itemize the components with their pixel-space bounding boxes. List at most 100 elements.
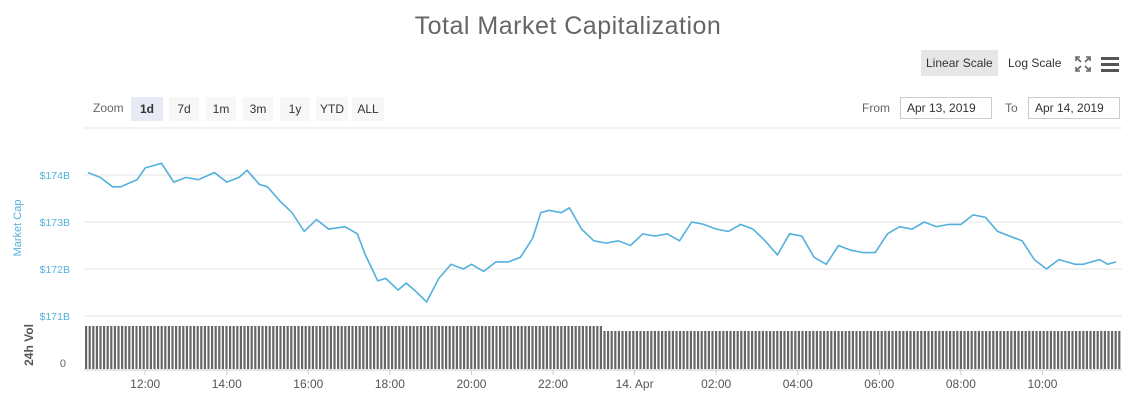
- volume-bar: [326, 326, 329, 369]
- volume-bar: [193, 326, 196, 369]
- volume-bar: [905, 331, 908, 369]
- volume-bar: [376, 326, 379, 369]
- x-tick-label: 12:00: [130, 377, 160, 391]
- volume-bar: [758, 331, 761, 369]
- volume-bar: [891, 331, 894, 369]
- volume-bar: [502, 326, 505, 369]
- volume-bar: [509, 326, 512, 369]
- zoom-3m-button[interactable]: 3m: [243, 97, 273, 121]
- volume-bar: [920, 331, 923, 369]
- from-date-input[interactable]: Apr 13, 2019: [900, 97, 992, 119]
- volume-bar: [225, 326, 228, 369]
- zoom-all-button[interactable]: ALL: [352, 97, 384, 121]
- volume-bar: [686, 331, 689, 369]
- volume-bar: [139, 326, 142, 369]
- volume-bar: [481, 326, 484, 369]
- volume-bar: [574, 326, 577, 369]
- zoom-1y-button[interactable]: 1y: [280, 97, 310, 121]
- volume-bar: [113, 326, 116, 369]
- volume-bar: [110, 326, 113, 369]
- volume-bar: [1035, 331, 1038, 369]
- fullscreen-icon[interactable]: [1074, 55, 1092, 73]
- x-axis-ticks: 12:00 14:00 16:00 18:00 20:00 22:00 14. Apr 02:…: [130, 370, 1058, 391]
- zoom-1m-button[interactable]: 1m: [206, 97, 236, 121]
- volume-bar: [733, 331, 736, 369]
- to-date-input[interactable]: Apr 14, 2019: [1028, 97, 1120, 119]
- hamburger-menu-icon[interactable]: [1100, 55, 1120, 73]
- volume-bar: [545, 326, 548, 369]
- volume-bar: [632, 331, 635, 369]
- volume-bar: [423, 326, 426, 369]
- volume-bar: [142, 326, 145, 369]
- volume-bar: [916, 331, 919, 369]
- y-tick-label: $173B: [40, 217, 70, 229]
- volume-bar: [614, 331, 617, 369]
- volume-bar: [286, 326, 289, 369]
- volume-bar: [196, 326, 199, 369]
- volume-bar: [985, 331, 988, 369]
- volume-bar: [704, 331, 707, 369]
- volume-bar: [92, 326, 95, 369]
- volume-bar: [517, 326, 520, 369]
- volume-bar: [236, 326, 239, 369]
- volume-bar: [682, 331, 685, 369]
- log-scale-button[interactable]: Log Scale: [1008, 56, 1062, 70]
- zoom-ytd-button[interactable]: YTD: [316, 97, 348, 121]
- volume-bar: [715, 331, 718, 369]
- volume-bar: [1114, 331, 1117, 369]
- from-label: From: [862, 101, 890, 115]
- volume-bar: [506, 326, 509, 369]
- volume-bar: [347, 326, 350, 369]
- volume-bar: [1107, 331, 1110, 369]
- volume-bar: [779, 331, 782, 369]
- volume-bar: [1053, 331, 1056, 369]
- volume-bar: [711, 331, 714, 369]
- volume-bar: [527, 326, 530, 369]
- volume-bar: [491, 326, 494, 369]
- volume-bar: [560, 326, 563, 369]
- volume-bar: [232, 326, 235, 369]
- volume-bar: [769, 331, 772, 369]
- volume-bar: [664, 331, 667, 369]
- volume-bar: [833, 331, 836, 369]
- volume-bar: [1082, 331, 1085, 369]
- volume-bar: [1013, 331, 1016, 369]
- volume-bar: [859, 331, 862, 369]
- volume-bar: [805, 331, 808, 369]
- volume-bar: [977, 331, 980, 369]
- volume-bar: [200, 326, 203, 369]
- volume-bar: [923, 331, 926, 369]
- volume-bar: [772, 331, 775, 369]
- volume-bar: [747, 331, 750, 369]
- volume-bar: [1071, 331, 1074, 369]
- zoom-7d-button[interactable]: 7d: [169, 97, 199, 121]
- volume-bar: [902, 331, 905, 369]
- volume-bar: [837, 331, 840, 369]
- volume-bar: [520, 326, 523, 369]
- volume-bar: [178, 326, 181, 369]
- volume-bar: [1067, 331, 1070, 369]
- volume-bar: [650, 331, 653, 369]
- linear-scale-button[interactable]: Linear Scale: [921, 50, 998, 76]
- volume-bar: [513, 326, 516, 369]
- volume-bar: [542, 326, 545, 369]
- volume-bar: [988, 331, 991, 369]
- zoom-1d-button[interactable]: 1d: [131, 97, 163, 121]
- volume-bar: [369, 326, 372, 369]
- volume-bar: [1049, 331, 1052, 369]
- x-tick-label: 02:00: [701, 377, 731, 391]
- volume-bar: [610, 331, 613, 369]
- y-axis-ticks: $171B $172B $173B $174B: [40, 170, 70, 323]
- volume-bar: [956, 331, 959, 369]
- volume-bar: [679, 331, 682, 369]
- volume-bar: [776, 331, 779, 369]
- zoom-label: Zoom: [93, 101, 124, 115]
- volume-bar: [297, 326, 300, 369]
- volume-bar: [808, 331, 811, 369]
- volume-bar: [499, 326, 502, 369]
- volume-bar: [1103, 331, 1106, 369]
- volume-bar: [463, 326, 466, 369]
- volume-bar: [639, 331, 642, 369]
- volume-bar: [740, 331, 743, 369]
- volume-bar: [427, 326, 430, 369]
